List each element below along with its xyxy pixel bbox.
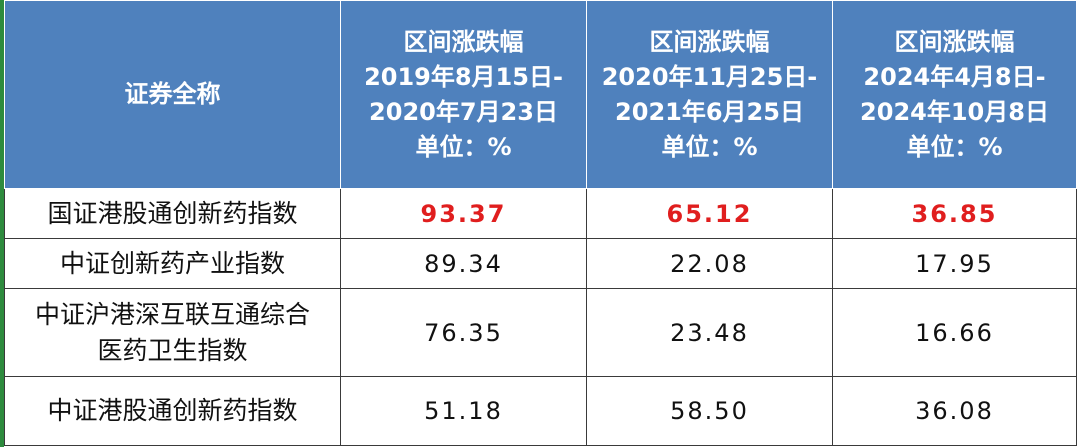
- period-3-unit: 单位：%: [906, 132, 1003, 161]
- value-cell: 76.35: [340, 288, 587, 377]
- security-name-cell: 中证沪港深互联互通综合 医药卫生指数: [4, 288, 341, 377]
- security-name: 中证港股通创新药指数: [47, 396, 298, 425]
- period-1-title: 区间涨跌幅: [403, 27, 524, 56]
- security-name: 国证港股通创新药指数: [47, 198, 298, 228]
- period-1-range-end: 2020年7月23日: [369, 97, 558, 126]
- period-2-title: 区间涨跌幅: [649, 27, 770, 56]
- value-cell: 51.18: [340, 376, 587, 446]
- security-name-cell: 中证港股通创新药指数: [4, 376, 341, 446]
- table-row: 中证港股通创新药指数 51.18 58.50 36.08: [4, 376, 1077, 446]
- table-row: 中证沪港深互联互通综合 医药卫生指数 76.35 23.48 16.66: [4, 288, 1077, 377]
- period-3-range-start: 2024年4月8日-: [863, 62, 1046, 91]
- value-cell: 17.95: [832, 238, 1077, 289]
- table-row: 国证港股通创新药指数 93.37 65.12 36.85: [4, 188, 1077, 239]
- header-period-3: 区间涨跌幅 2024年4月8日- 2024年10月8日 单位：%: [832, 0, 1077, 189]
- period-1-range-start: 2019年8月15日-: [364, 62, 563, 91]
- value-cell: 23.48: [586, 288, 833, 377]
- period-2-range-start: 2020年11月25日-: [601, 62, 818, 91]
- security-name-cell: 中证创新药产业指数: [4, 238, 341, 289]
- value-cell: 65.12: [586, 188, 833, 239]
- header-period-1: 区间涨跌幅 2019年8月15日- 2020年7月23日 单位：%: [340, 0, 587, 189]
- value-cell: 58.50: [586, 376, 833, 446]
- index-performance-table: 证券全称 区间涨跌幅 2019年8月15日- 2020年7月23日 单位：% 区…: [4, 0, 1077, 446]
- value-cell: 22.08: [586, 238, 833, 289]
- period-1-unit: 单位：%: [415, 132, 512, 161]
- header-period-2: 区间涨跌幅 2020年11月25日- 2021年6月25日 单位：%: [586, 0, 833, 189]
- period-3-title: 区间涨跌幅: [894, 27, 1015, 56]
- security-name-line-1: 中证沪港深互联互通综合: [34, 299, 310, 329]
- security-name-line-2: 医药卫生指数: [97, 335, 248, 365]
- security-name: 中证创新药产业指数: [59, 248, 285, 278]
- value-cell: 36.85: [832, 188, 1077, 239]
- table-row: 中证创新药产业指数 89.34 22.08 17.95: [4, 238, 1077, 289]
- header-security-name: 证券全称: [4, 0, 341, 189]
- value-cell: 89.34: [340, 238, 587, 289]
- period-2-range-end: 2021年6月25日: [615, 97, 804, 126]
- security-name-cell: 国证港股通创新药指数: [4, 188, 341, 239]
- period-3-range-end: 2024年10月8日: [860, 97, 1049, 126]
- value-cell: 93.37: [340, 188, 587, 239]
- value-cell: 16.66: [832, 288, 1077, 377]
- period-2-unit: 单位：%: [661, 132, 758, 161]
- value-cell: 36.08: [832, 376, 1077, 446]
- header-row: 证券全称 区间涨跌幅 2019年8月15日- 2020年7月23日 单位：% 区…: [4, 0, 1077, 189]
